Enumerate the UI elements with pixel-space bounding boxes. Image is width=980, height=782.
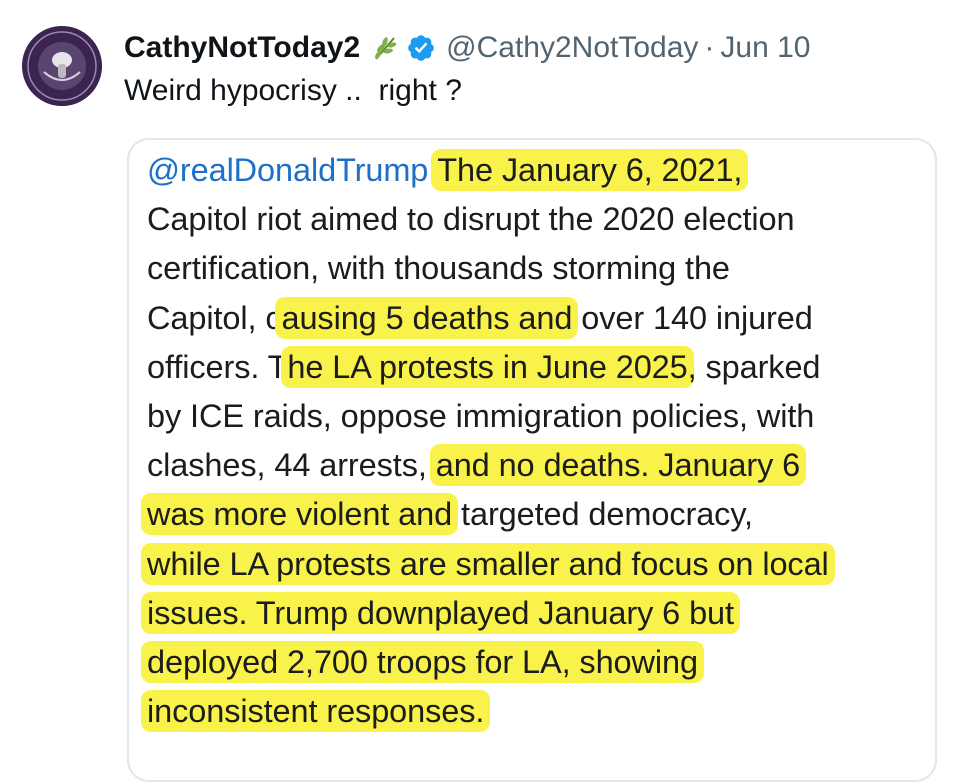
olive-branch-icon bbox=[370, 33, 400, 63]
quote-line-8: was more violent and targeted democracy, bbox=[141, 490, 935, 539]
quote-text: targeted democracy, bbox=[452, 496, 753, 533]
quote-text: Capitol, c bbox=[147, 299, 282, 336]
tweet-header: CathyNotToday2 @Cathy2NotToday · Jun 10 bbox=[124, 28, 810, 68]
highlighted-text: and no deaths. January 6 bbox=[429, 444, 807, 487]
quoted-post-text: @realDonaldTrump The January 6, 2021, Ca… bbox=[141, 146, 935, 736]
quote-line-1: @realDonaldTrump The January 6, 2021, bbox=[147, 146, 935, 195]
quote-line-9: while LA protests are smaller and focus … bbox=[141, 540, 935, 589]
highlighted-text: he LA protests in June 2025 bbox=[281, 345, 694, 388]
avatar[interactable] bbox=[22, 26, 102, 106]
highlighted-text: issues. Trump downplayed January 6 but bbox=[141, 591, 740, 634]
quote-line-6: by ICE raids, oppose immigration policie… bbox=[147, 397, 815, 434]
quote-text: , sparked bbox=[687, 348, 821, 385]
quote-line-3: certification, with thousands storming t… bbox=[147, 250, 730, 287]
highlighted-text: while LA protests are smaller and focus … bbox=[141, 542, 835, 585]
highlighted-text: inconsistent responses. bbox=[141, 690, 491, 733]
quote-text: over 140 injured bbox=[572, 299, 813, 336]
quote-line-2: Capitol riot aimed to disrupt the 2020 e… bbox=[147, 201, 795, 238]
verified-badge-icon bbox=[406, 33, 436, 63]
quote-line-12: inconsistent responses. bbox=[141, 687, 935, 736]
highlighted-text: deployed 2,700 troops for LA, showing bbox=[141, 640, 704, 683]
quote-line-10: issues. Trump downplayed January 6 but bbox=[141, 589, 935, 638]
mention-link[interactable]: @realDonaldTrump bbox=[147, 152, 429, 188]
highlighted-text: ausing 5 deaths and bbox=[275, 296, 579, 339]
quote-line-11: deployed 2,700 troops for LA, showing bbox=[141, 638, 935, 687]
quote-line-5: officers. The LA protests in June 2025, … bbox=[147, 343, 935, 392]
quoted-post-card[interactable]: @realDonaldTrump The January 6, 2021, Ca… bbox=[127, 138, 937, 782]
seal-avatar-icon bbox=[22, 26, 102, 106]
quote-text: clashes, 44 arrests, bbox=[147, 447, 436, 484]
display-name[interactable]: CathyNotToday2 bbox=[124, 31, 361, 64]
quote-line-4: Capitol, causing 5 deaths and over 140 i… bbox=[147, 294, 935, 343]
user-handle[interactable]: @Cathy2NotToday bbox=[446, 31, 699, 64]
highlighted-text: The January 6, 2021, bbox=[431, 149, 749, 191]
tweet-text: Weird hypocrisy .. right ? bbox=[124, 74, 462, 107]
separator-dot: · bbox=[704, 31, 715, 64]
post-date[interactable]: Jun 10 bbox=[720, 31, 811, 64]
quote-line-7: clashes, 44 arrests, and no deaths. Janu… bbox=[147, 441, 935, 490]
highlighted-text: was more violent and bbox=[141, 493, 459, 536]
quote-text: officers. T bbox=[147, 348, 288, 385]
